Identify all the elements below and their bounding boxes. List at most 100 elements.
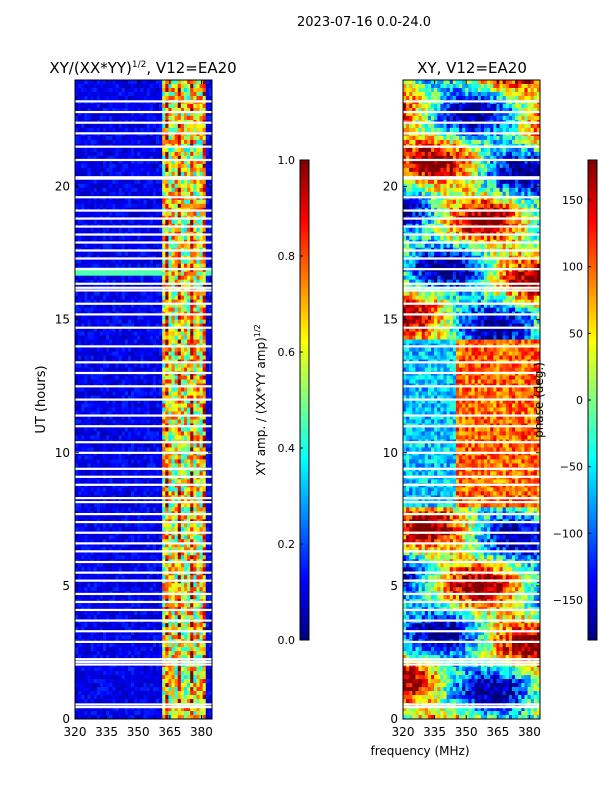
heatmap-cell	[93, 375, 98, 380]
heatmap-cell	[159, 487, 163, 492]
heatmap-cell	[81, 211, 85, 217]
heatmap-cell	[202, 427, 207, 432]
heatmap-cell	[93, 135, 98, 141]
heatmap-cell	[81, 523, 85, 528]
heatmap-cell	[174, 335, 179, 340]
heatmap-cell	[202, 415, 207, 420]
heatmap-cell	[140, 515, 144, 520]
heatmap-cell	[93, 415, 98, 420]
heatmap-cell	[127, 391, 132, 396]
heatmap-cell	[78, 331, 82, 336]
heatmap-cell	[106, 319, 110, 325]
heatmap-cell	[118, 95, 123, 101]
heatmap-cell	[109, 91, 113, 97]
heatmap-cell	[134, 251, 138, 257]
heatmap-cell	[162, 363, 166, 368]
heatmap-cell	[149, 515, 154, 520]
panel-amplitude-title: XY/(XX*YY)1/2, V12=EA20	[49, 59, 236, 77]
heatmap-cell	[96, 319, 101, 325]
heatmap-cell	[196, 463, 200, 468]
heatmap-cell	[143, 351, 148, 356]
heatmap-cell	[81, 103, 85, 109]
heatmap-cell	[103, 335, 107, 340]
heatmap-cell	[140, 523, 144, 528]
heatmap-cell	[134, 183, 138, 189]
heatmap-cell	[143, 411, 148, 416]
heatmap-cell	[196, 171, 200, 177]
heatmap-cell	[180, 219, 185, 225]
heatmap-cell	[205, 83, 210, 89]
heatmap-cell	[177, 115, 182, 121]
heatmap-cell	[96, 351, 101, 356]
heatmap-cell	[96, 107, 101, 113]
heatmap-cell	[93, 507, 98, 512]
heatmap-cell	[112, 271, 116, 277]
heatmap-cell	[90, 103, 95, 109]
heatmap-cell	[90, 407, 95, 412]
heatmap-cell	[171, 435, 176, 440]
heatmap-cell	[121, 187, 126, 193]
heatmap-cell	[112, 347, 116, 352]
heatmap-cell	[193, 127, 197, 133]
heatmap-cell	[155, 319, 160, 325]
heatmap-cell	[109, 279, 113, 285]
heatmap-cell	[149, 459, 154, 464]
heatmap-cell	[152, 139, 157, 145]
heatmap-cell	[193, 415, 197, 420]
heatmap-cell	[109, 243, 113, 249]
heatmap-cell	[155, 395, 160, 400]
heatmap-cell	[127, 107, 132, 113]
heatmap-cell	[115, 115, 119, 121]
heatmap-cell	[93, 387, 98, 392]
heatmap-cell	[84, 479, 88, 484]
heatmap-cell	[174, 411, 179, 416]
heatmap-cell	[152, 471, 157, 476]
heatmap-cell	[202, 80, 207, 85]
heatmap-cell	[159, 171, 163, 177]
heatmap-cell	[103, 455, 107, 460]
heatmap-cell	[75, 243, 79, 249]
heatmap-cell	[171, 299, 176, 305]
heatmap-cell	[171, 275, 176, 281]
heatmap-cell	[84, 80, 88, 85]
heatmap-cell	[87, 323, 91, 329]
heatmap-cell	[165, 419, 169, 424]
heatmap-cell	[124, 151, 129, 157]
heatmap-cell	[202, 327, 207, 332]
heatmap-cell	[202, 471, 207, 476]
heatmap-cell	[99, 459, 104, 464]
heatmap-cell	[199, 347, 204, 352]
heatmap-cell	[103, 91, 107, 97]
heatmap-cell	[118, 463, 123, 468]
heatmap-cell	[118, 87, 123, 93]
heatmap-cell	[131, 159, 135, 165]
heatmap-cell	[196, 443, 200, 448]
heatmap-cell	[134, 355, 138, 360]
heatmap-cell	[177, 347, 182, 352]
heatmap-cell	[190, 179, 194, 185]
heatmap-cell	[140, 183, 144, 189]
heatmap-cell	[146, 187, 151, 193]
heatmap-cell	[137, 435, 141, 440]
heatmap-cell	[208, 435, 212, 440]
heatmap-cell	[155, 427, 160, 432]
heatmap-cell	[180, 159, 185, 165]
heatmap-cell	[208, 527, 212, 532]
heatmap-cell	[159, 379, 163, 384]
heatmap-cell	[118, 291, 123, 297]
heatmap-cell	[199, 219, 204, 225]
heatmap-cell	[103, 295, 107, 301]
heatmap-cell	[140, 251, 144, 257]
heatmap-cell	[137, 275, 141, 281]
heatmap-cell	[99, 199, 104, 205]
heatmap-cell	[193, 307, 197, 313]
heatmap-cell	[121, 447, 126, 452]
heatmap-cell	[196, 395, 200, 400]
heatmap-cell	[109, 487, 113, 492]
heatmap-cell	[121, 379, 126, 384]
heatmap-cell	[177, 291, 182, 297]
heatmap-cell	[143, 243, 148, 249]
heatmap-cell	[143, 135, 148, 141]
heatmap-cell	[199, 275, 204, 281]
heatmap-cell	[187, 235, 191, 241]
